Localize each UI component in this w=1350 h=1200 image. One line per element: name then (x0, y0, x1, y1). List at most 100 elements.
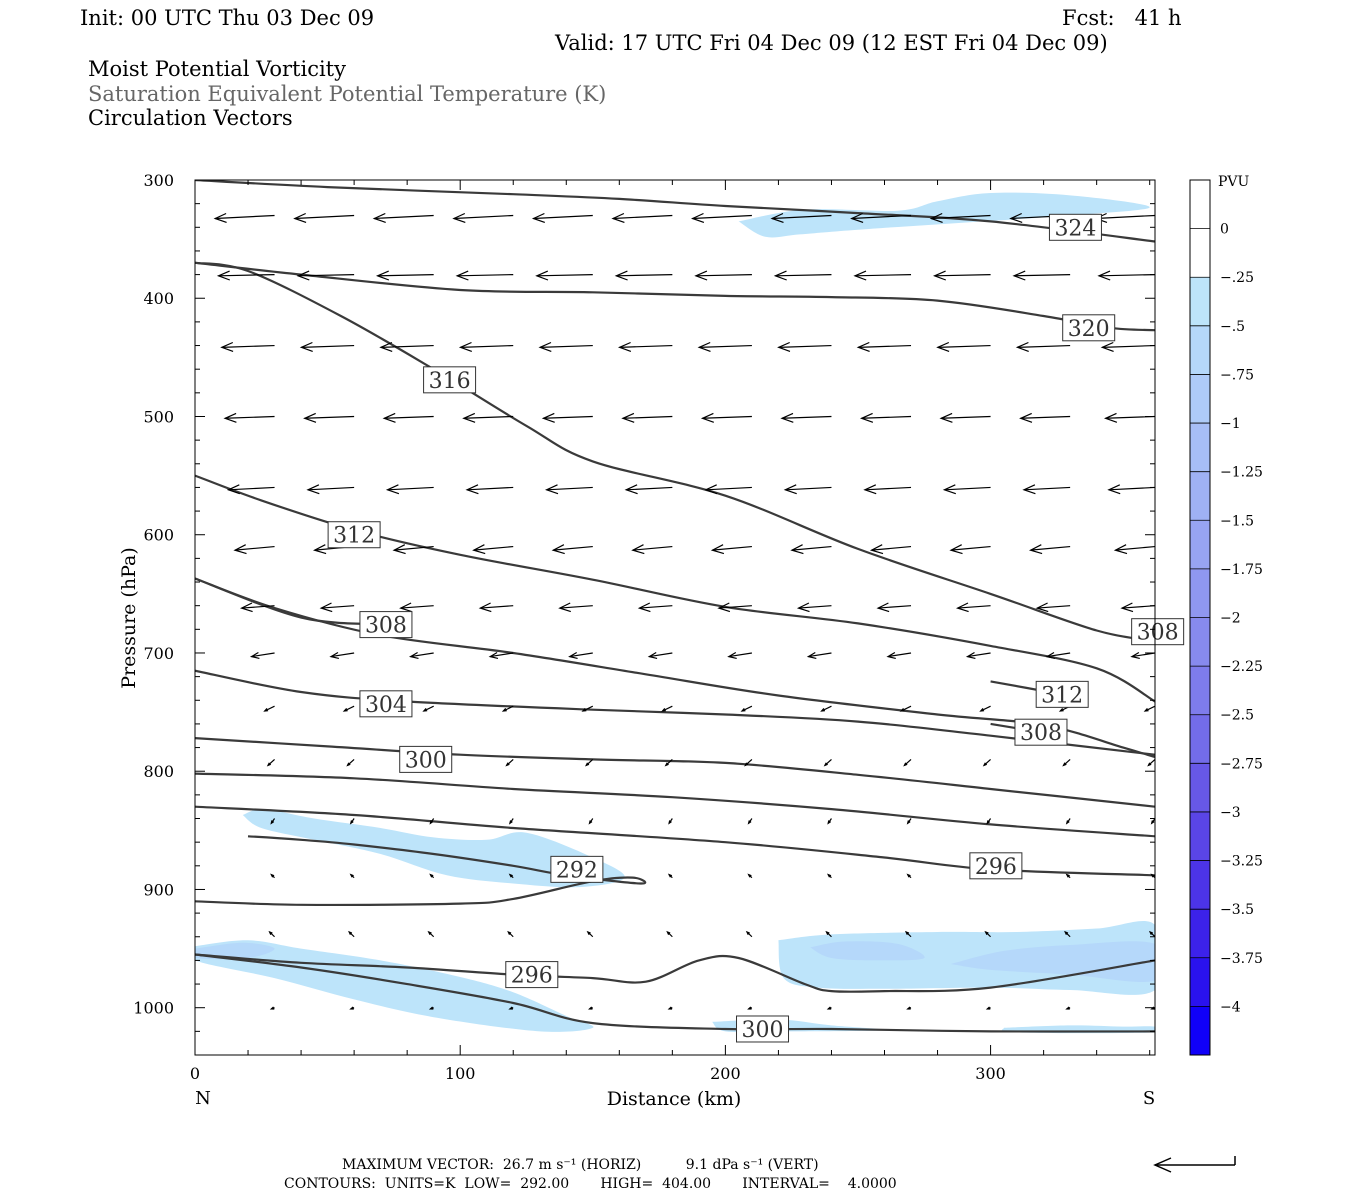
circulation-vector-1-9 (853, 270, 912, 281)
circulation-vector-4-12 (1107, 484, 1155, 495)
circulation-vector-3-1 (223, 412, 275, 423)
theta-contour-292-12 (195, 835, 647, 907)
circulation-vector-7-8 (806, 651, 832, 659)
valid-time: Valid: 17 UTC Fri 04 Dec 09 (12 EST Fri … (555, 31, 1108, 55)
circulation-vector-5-6 (631, 544, 673, 555)
circulation-vector-6-3 (399, 602, 434, 613)
circulation-vector-3-7 (700, 412, 752, 423)
circulation-vector-3-3 (382, 412, 434, 423)
pv-shading-layer (195, 192, 1155, 1034)
colorbar-label-13: −3.25 (1220, 854, 1263, 870)
reference-vector (1153, 1156, 1236, 1173)
contour-label-box-13 (505, 961, 559, 989)
circulation-vector-7-6 (647, 651, 673, 659)
colorbar-box-17 (1190, 1006, 1210, 1055)
circulation-vector-2-9 (856, 341, 912, 352)
colorbar-box-10 (1190, 666, 1210, 715)
circulation-vector-0-6 (611, 212, 673, 223)
circulation-vector-0-1 (213, 212, 275, 223)
circulation-vector-11-3 (429, 873, 435, 879)
circulation-vector-7-3 (408, 651, 434, 659)
circulation-vector-2-12 (1100, 341, 1155, 352)
circulation-vector-6-9 (876, 602, 912, 613)
circulation-vector-6-5 (558, 602, 593, 613)
circulation-vector-4-5 (544, 484, 593, 495)
colorbar-label-7: −1.75 (1220, 562, 1263, 578)
circulation-vector-0-2 (293, 212, 355, 223)
circulation-vector-12-2 (348, 930, 355, 938)
pv-shade-region-8 (950, 941, 1155, 983)
colorbar-box-2 (1190, 277, 1210, 326)
circulation-vector-13-4 (508, 1006, 514, 1010)
circulation-vector-7-2 (329, 651, 355, 659)
plot-frame (194, 179, 1156, 1056)
circulation-vector-9-6 (664, 758, 673, 767)
circulation-vector-13-6 (667, 1006, 673, 1010)
circulation-vector-9-5 (584, 758, 594, 767)
circulation-vector-3-6 (621, 412, 673, 423)
circulation-vector-4-10 (942, 484, 991, 495)
colorbar-box-12 (1190, 763, 1210, 812)
circulation-vector-10-4 (508, 818, 514, 825)
circulation-vector-11-11 (1065, 873, 1071, 879)
circulation-vector-4-2 (306, 484, 355, 495)
circulation-vector-4-6 (624, 484, 673, 495)
circulation-vector-9-4 (505, 758, 514, 767)
colorbar-box-16 (1190, 957, 1210, 1007)
colorbar-label-9: −2.25 (1220, 659, 1263, 675)
colorbar-label-5: −1.25 (1220, 465, 1263, 481)
colorbar-box-11 (1190, 714, 1210, 764)
circulation-vector-13-3 (428, 1006, 434, 1010)
circulation-vector-3-11 (1019, 412, 1071, 423)
circulation-vector-9-2 (346, 758, 355, 767)
circulation-vector-2-1 (220, 341, 275, 352)
circulation-vector-7-12 (1130, 651, 1155, 659)
colorbar-box-1 (1190, 228, 1210, 278)
circulation-vector-7-10 (965, 651, 991, 659)
circulation-vector-8-7 (740, 705, 753, 712)
circulation-vector-6-4 (478, 602, 514, 613)
circulation-vector-10-5 (588, 818, 594, 825)
circulation-vector-13-1 (269, 1006, 275, 1010)
max-vector-info: MAXIMUM VECTOR: 26.7 m s⁻¹ (HORIZ) 9.1 d… (342, 1157, 819, 1173)
y-tick-label-600: 600 (143, 526, 174, 545)
circulation-vector-7-5 (568, 651, 593, 659)
circulation-vector-12-1 (268, 930, 275, 938)
circulation-vector-1-7 (694, 270, 752, 281)
theta-contour-308-4 (195, 577, 1155, 759)
circulation-vector-0-9 (850, 212, 912, 223)
circulation-vector-10-2 (349, 818, 355, 825)
circulation-vector-13-5 (588, 1006, 593, 1010)
colorbar-label-3: −.75 (1220, 367, 1254, 383)
circulation-vector-2-10 (936, 341, 991, 352)
circulation-vector-6-7 (717, 602, 752, 613)
circulation-vector-3-12 (1103, 412, 1155, 423)
colorbar-box-3 (1190, 325, 1210, 375)
field-title-mpv: Moist Potential Vorticity (88, 57, 346, 81)
circulation-vector-6-1 (239, 602, 275, 613)
circulation-vector-5-11 (1028, 544, 1071, 555)
circulation-vector-11-4 (508, 873, 514, 879)
colorbar-label-12: −3 (1220, 805, 1241, 821)
circulation-vector-9-10 (982, 758, 991, 767)
circulation-vector-11-2 (349, 873, 355, 879)
circulation-vector-10-1 (270, 818, 276, 825)
colorbar-box-7 (1190, 520, 1210, 569)
circulation-vector-12-3 (427, 930, 435, 938)
circulation-vector-5-5 (551, 544, 593, 555)
contour-label-box-14 (736, 1015, 790, 1043)
contour-label-2: 316 (429, 369, 471, 394)
circulation-vector-3-10 (939, 412, 991, 423)
field-title-thetaes: Saturation Equivalent Potential Temperat… (88, 82, 607, 106)
circulation-vector-2-7 (697, 341, 752, 352)
x-tick-label-100: 100 (445, 1064, 476, 1083)
y-tick-label-300: 300 (143, 171, 174, 190)
colorbar-box-15 (1190, 909, 1210, 958)
circulation-vector-1-4 (455, 270, 514, 281)
circulation-vector-3-9 (859, 412, 912, 423)
circulation-vector-2-4 (458, 341, 514, 352)
circulation-vector-12-9 (904, 930, 912, 938)
circulation-vector-13-2 (349, 1006, 355, 1010)
circulation-vector-13-10 (985, 1006, 991, 1010)
circulation-vector-3-8 (780, 412, 832, 423)
